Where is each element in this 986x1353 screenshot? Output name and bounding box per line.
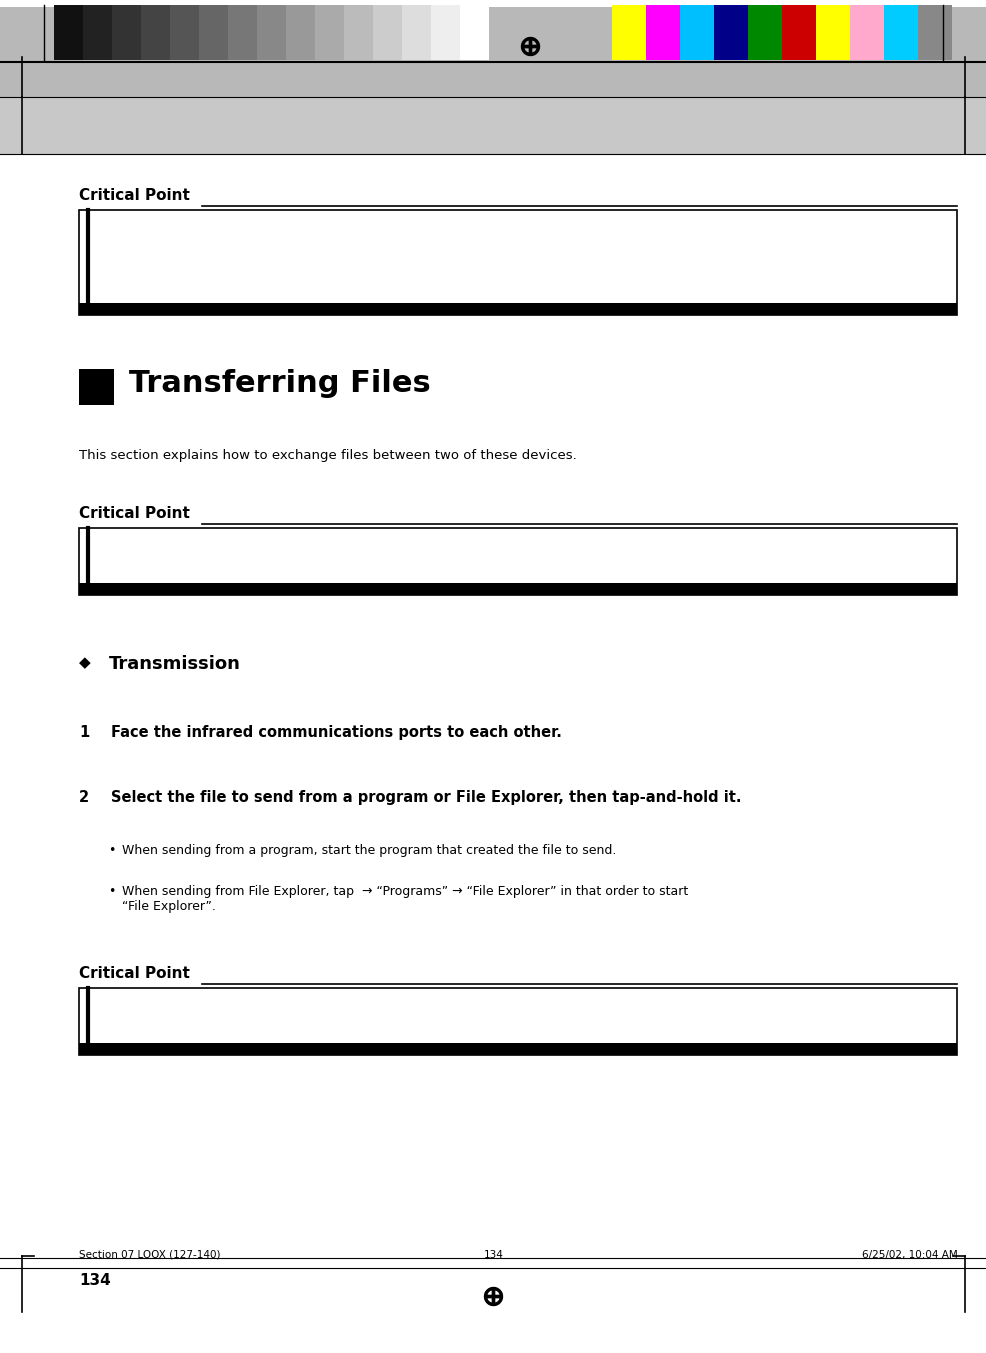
Bar [315, 5, 343, 60]
Bar [679, 5, 713, 60]
Text: •: • [108, 885, 115, 898]
Bar [849, 5, 883, 60]
Text: 134: 134 [483, 1250, 503, 1260]
Bar [286, 5, 315, 60]
Bar [0, 0, 986, 97]
Text: For details on how to make the infrared communications settings, see “Infrared C: For details on how to make the infrared … [118, 221, 725, 249]
Text: ◆: ◆ [79, 655, 91, 670]
Text: Transferring Files: Transferring Files [129, 369, 430, 398]
Text: 1: 1 [79, 725, 89, 740]
Bar [79, 303, 956, 315]
Text: 6/25/02, 10:04 AM: 6/25/02, 10:04 AM [861, 1250, 956, 1260]
Text: Folders can not be transmitted.: Folders can not be transmitted. [118, 538, 316, 552]
Text: ●: ● [103, 221, 113, 234]
Bar [343, 5, 373, 60]
Bar [228, 5, 256, 60]
Bar [256, 5, 286, 60]
Bar [79, 528, 956, 595]
Bar [401, 5, 430, 60]
Text: When sending from a program, start the program that created the file to send.: When sending from a program, start the p… [122, 844, 616, 858]
Text: This section explains how to exchange files between two of these devices.: This section explains how to exchange fi… [79, 449, 576, 463]
Bar [54, 5, 83, 60]
Text: Face the infrared communications ports to each other.: Face the infrared communications ports t… [110, 725, 561, 740]
Bar [430, 5, 459, 60]
Text: Critical Point: Critical Point [79, 966, 189, 981]
Bar [373, 5, 401, 60]
Text: ●: ● [103, 538, 113, 552]
Text: Transmission: Transmission [108, 655, 241, 672]
Bar [459, 5, 488, 60]
Bar [170, 5, 199, 60]
Bar [83, 5, 112, 60]
Text: ●: ● [103, 999, 113, 1012]
Bar [0, 0, 986, 7]
Bar [112, 5, 141, 60]
Bar [645, 5, 679, 60]
Bar [781, 5, 815, 60]
Bar [713, 5, 747, 60]
Bar [141, 5, 170, 60]
Text: You can not send Contacts, Calendar, and Tasks data from File Explorer.: You can not send Contacts, Calendar, and… [118, 999, 567, 1012]
Text: Critical Point: Critical Point [79, 188, 189, 203]
Bar [917, 5, 951, 60]
Text: When sending from File Explorer, tap  → “Programs” → “File Explorer” in that ord: When sending from File Explorer, tap → “… [122, 885, 688, 913]
Bar [815, 5, 849, 60]
Text: Select the file to send from a program or File Explorer, then tap-and-hold it.: Select the file to send from a program o… [110, 790, 740, 805]
Bar [79, 988, 956, 1055]
Bar [0, 97, 986, 154]
Bar [79, 369, 114, 405]
Text: Critical Point: Critical Point [79, 506, 189, 521]
Bar [199, 5, 228, 60]
Text: 2: 2 [79, 790, 89, 805]
Bar [79, 210, 956, 315]
Bar [79, 583, 956, 595]
Text: 134: 134 [79, 1273, 110, 1288]
Bar [611, 5, 645, 60]
Text: •: • [108, 844, 115, 858]
Bar [79, 1043, 956, 1055]
Text: Section 07 LOOX (127-140): Section 07 LOOX (127-140) [79, 1250, 220, 1260]
Bar [883, 5, 917, 60]
Bar [747, 5, 781, 60]
